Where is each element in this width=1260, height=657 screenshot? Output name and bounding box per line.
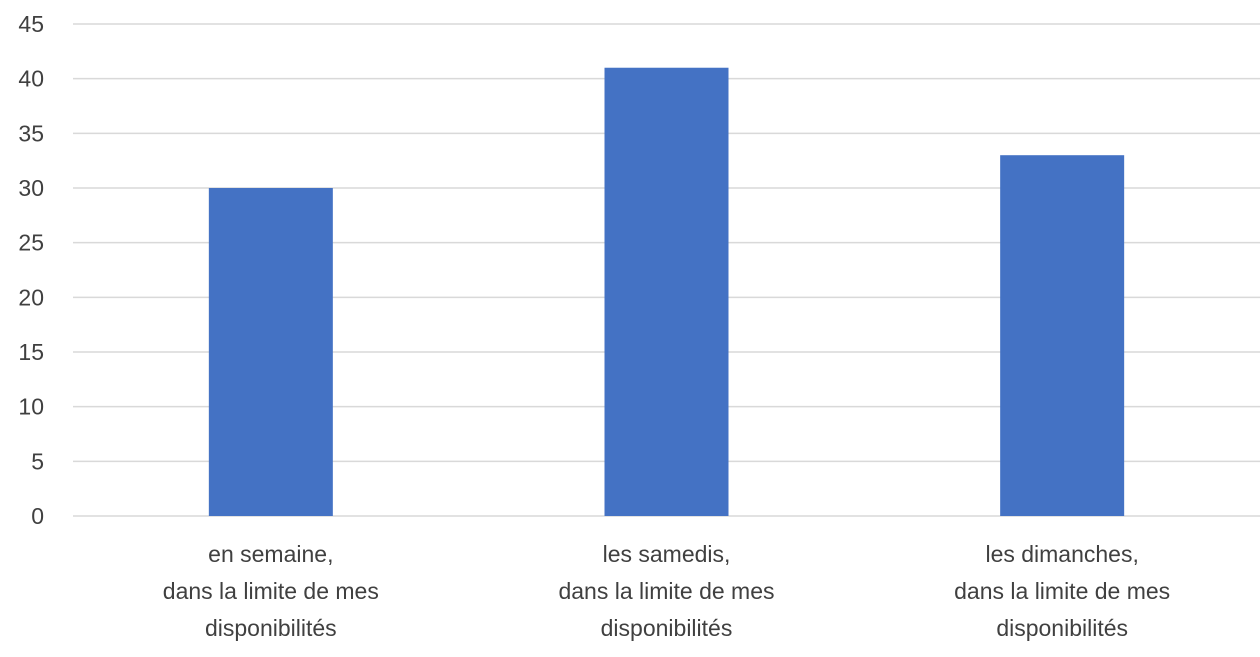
x-category-label: en semaine, (208, 541, 333, 567)
y-tick-label: 15 (18, 339, 44, 365)
y-tick-label: 10 (18, 394, 44, 420)
bars (208, 67, 1125, 516)
x-category-label: les samedis, (603, 541, 731, 567)
x-category-label: dans la limite de mes (558, 578, 774, 604)
x-category-label: les dimanches, (985, 541, 1138, 567)
x-category-label: disponibilités (205, 615, 337, 641)
y-axis: 0 5 10 15 20 25 30 35 40 45 (18, 11, 44, 529)
y-tick-label: 25 (18, 230, 44, 256)
y-tick-label: 40 (18, 66, 44, 92)
x-category-label: disponibilités (601, 615, 733, 641)
y-tick-label: 30 (18, 175, 44, 201)
x-category-label: dans la limite de mes (163, 578, 379, 604)
y-tick-label: 45 (18, 11, 44, 37)
x-axis: en semaine, dans la limite de mes disponib… (163, 541, 1170, 641)
y-tick-label: 35 (18, 120, 44, 146)
bar (604, 67, 729, 516)
bar (1000, 155, 1125, 516)
y-tick-label: 0 (31, 503, 44, 529)
y-tick-label: 5 (31, 448, 44, 474)
y-tick-label: 20 (18, 284, 44, 310)
bar (208, 188, 333, 516)
x-category-label: disponibilités (996, 615, 1128, 641)
x-category-label: dans la limite de mes (954, 578, 1170, 604)
